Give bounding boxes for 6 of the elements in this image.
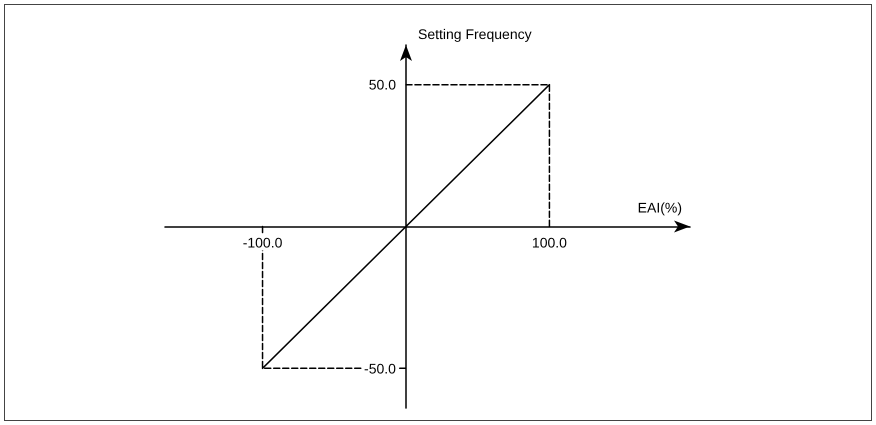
x-tick-label: -100.0 xyxy=(242,234,283,250)
x-axis-title: EAI(%) xyxy=(638,200,682,216)
x-tick-label: 100.0 xyxy=(532,234,568,250)
y-tick-label: 50.0 xyxy=(368,76,396,93)
y-tick-label: -50.0 xyxy=(364,360,396,376)
y-axis-title: Setting Frequency xyxy=(418,26,532,42)
